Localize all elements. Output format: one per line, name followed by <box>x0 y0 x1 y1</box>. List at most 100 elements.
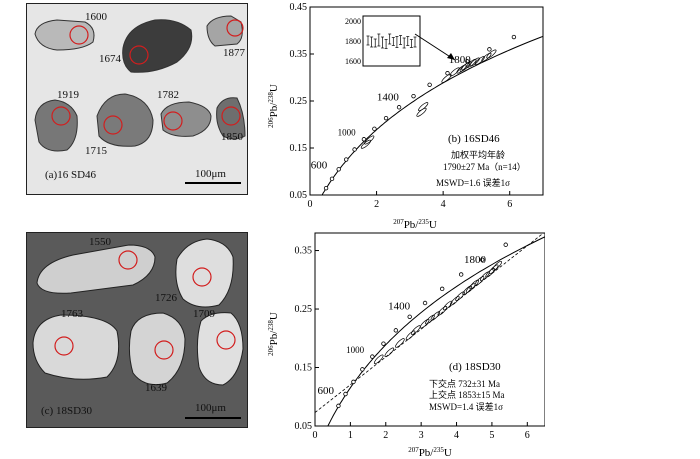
y-tick-label: 0.35 <box>295 246 313 257</box>
analysis-spot <box>118 250 138 270</box>
y-tick-label: 0.25 <box>290 96 308 107</box>
x-tick-label: 3 <box>419 430 424 441</box>
error-ellipse <box>441 73 452 83</box>
concordia-age-marker <box>480 257 485 262</box>
zircon-grain <box>160 101 212 137</box>
analysis-spot <box>54 336 74 356</box>
error-ellipse <box>469 279 479 290</box>
svg-text:207Pb/235U: 207Pb/235U <box>408 446 452 459</box>
error-ellipse <box>488 264 499 275</box>
error-ellipse <box>485 268 495 278</box>
error-ellipse <box>360 139 372 149</box>
x-tick-label: 2 <box>374 199 379 210</box>
analysis-spot <box>163 111 183 131</box>
error-ellipse <box>373 354 384 365</box>
error-ellipse <box>481 52 492 62</box>
error-ellipse <box>395 338 405 348</box>
analysis-spot <box>51 106 71 126</box>
x-tick-label: 5 <box>489 430 494 441</box>
concordia-age-marker <box>352 147 357 152</box>
concordia-age-marker <box>439 286 445 292</box>
spot-age-label: 1726 <box>155 292 177 304</box>
error-ellipse <box>469 57 480 67</box>
inset-arrow <box>414 33 456 61</box>
zircon-grain <box>34 19 95 51</box>
concordia-age-marker <box>383 115 389 121</box>
panel-c-zircon-images: 1550 1726 1763 1709 1639 (c) 18SD30 100μ… <box>26 232 248 428</box>
plot-frame <box>314 232 545 427</box>
concordia-age-marker <box>393 328 399 333</box>
error-ellipse <box>466 58 477 68</box>
error-ellipse <box>465 283 476 293</box>
concordia-age-marker <box>511 34 517 40</box>
inset-arrowhead <box>447 53 455 60</box>
error-ellipse <box>430 311 441 321</box>
analysis-spot <box>69 25 89 45</box>
concordia-curve <box>327 236 545 426</box>
spot-age-label: 1877 <box>223 47 245 59</box>
analysis-spot <box>226 19 244 37</box>
svg-text:206Pb/238U: 206Pb/238U <box>267 312 280 356</box>
y-tick-label: 0.05 <box>295 421 313 432</box>
error-ellipse <box>405 330 416 341</box>
error-ellipse <box>425 314 435 325</box>
panel-label: (c) 18SD30 <box>41 405 93 417</box>
error-ellipse <box>462 285 472 296</box>
error-ellipse <box>492 260 502 271</box>
panel-label: (d) 18SD30 <box>449 361 501 373</box>
error-ellipse <box>418 102 429 112</box>
zircon-grain <box>122 19 193 73</box>
inset-frame <box>362 15 421 67</box>
x-tick-label: 4 <box>454 430 459 441</box>
x-axis-label: 207Pb/235U <box>408 446 452 459</box>
annotation: 下交点 732±31 Ma <box>429 378 500 389</box>
concordia-age-marker <box>360 367 365 372</box>
annotation: MSWD=1.6 误差1σ <box>436 177 510 188</box>
x-tick-label: 2 <box>383 430 388 441</box>
y-tick-label: 0.15 <box>295 363 313 374</box>
concordia-age-marker <box>422 300 428 306</box>
y-tick-label: 0.15 <box>290 143 308 154</box>
concordia-age-marker <box>343 391 348 397</box>
panel-label: (a)16 SD46 <box>45 169 97 181</box>
svg-text:207Pb/235U: 207Pb/235U <box>393 218 437 231</box>
annotation: MSWD=1.4 误差1σ <box>429 401 503 412</box>
concordia-age-label: 1000 <box>338 128 357 138</box>
spot-age-label: 1600 <box>85 11 107 23</box>
scale-bar-label: 100μm <box>195 168 226 180</box>
concordia-age-marker <box>336 167 341 172</box>
y-tick-label: 0.45 <box>290 2 308 13</box>
zircon-grain <box>196 312 244 386</box>
annotation: 上交点 1853±15 Ma <box>429 389 504 400</box>
concordia-age-marker <box>407 314 412 320</box>
error-ellipse <box>449 67 460 77</box>
error-ellipse <box>437 306 448 316</box>
concordia-age-marker <box>396 105 402 110</box>
analysis-spot <box>221 106 241 126</box>
concordia-age-label: 1800 <box>449 54 472 66</box>
x-tick-label: 6 <box>525 430 530 441</box>
error-ellipse <box>411 325 421 335</box>
concordia-age-marker <box>458 272 464 277</box>
spot-age-label: 1850 <box>221 131 243 143</box>
x-tick-label: 0 <box>313 430 318 441</box>
inset-y-tick-label: 2000 <box>345 17 361 26</box>
analysis-spot <box>192 267 212 287</box>
zircon-grain <box>36 244 156 294</box>
y-axis-label: 206Pb/238U <box>267 84 280 128</box>
concordia-age-label: 600 <box>311 160 328 172</box>
concordia-curve <box>321 35 543 195</box>
analysis-spot <box>103 115 123 135</box>
x-tick-label: 6 <box>507 199 512 210</box>
zircon-grain <box>128 312 186 386</box>
zircon-grain <box>206 15 243 47</box>
annotation: 加权平均年龄 <box>451 149 505 160</box>
y-tick-label: 0.05 <box>290 190 308 201</box>
analysis-spot <box>216 330 236 350</box>
analysis-spot <box>154 340 174 360</box>
concordia-age-marker <box>411 93 416 99</box>
concordia-chart-b: 600 1000 1400 1800 0 2 4 6 0.05 0.15 0.25 0.35 0.45… <box>267 2 544 231</box>
zircon-grains-a <box>34 15 246 152</box>
zircon-grains-c <box>32 238 244 386</box>
